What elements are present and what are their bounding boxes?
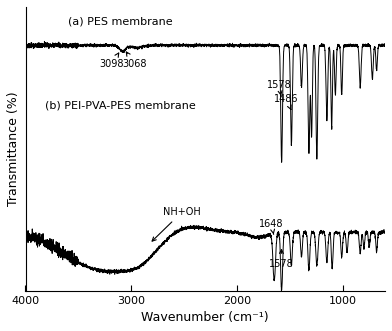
- Text: 1486: 1486: [274, 94, 299, 110]
- Text: 1578: 1578: [267, 80, 291, 96]
- Text: 1648: 1648: [259, 219, 284, 234]
- Text: 3068: 3068: [122, 52, 147, 69]
- Text: (b) PEI-PVA-PES membrane: (b) PEI-PVA-PES membrane: [45, 100, 196, 111]
- Text: 3098: 3098: [100, 53, 124, 69]
- X-axis label: Wavenumber (cm⁻¹): Wavenumber (cm⁻¹): [142, 311, 269, 324]
- Text: NH+OH: NH+OH: [152, 207, 201, 241]
- Y-axis label: Transmittance (%): Transmittance (%): [7, 91, 20, 206]
- Text: 1578: 1578: [269, 250, 294, 269]
- Text: (a) PES membrane: (a) PES membrane: [68, 17, 173, 27]
